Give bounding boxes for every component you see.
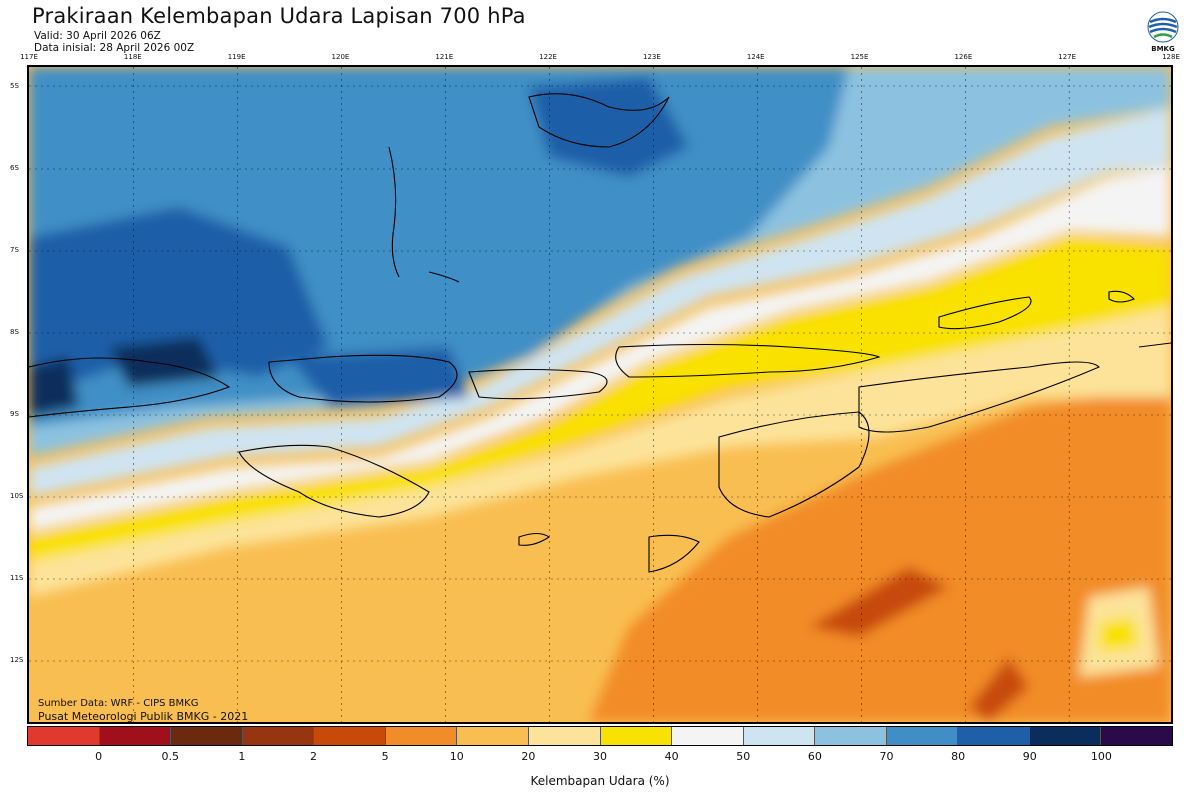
humidity-field-90-c bbox=[289, 347, 469, 407]
colorbar-tick: 5 bbox=[381, 750, 389, 763]
humidity-field-100 bbox=[109, 337, 219, 387]
lon-label-121E: 121E bbox=[435, 53, 454, 61]
colorbar-segment bbox=[743, 727, 816, 745]
colorbar-segment bbox=[385, 727, 458, 745]
lat-label-12S: 12S bbox=[10, 656, 24, 664]
lon-label-127E: 127E bbox=[1058, 53, 1077, 61]
colorbar-segment bbox=[1101, 727, 1172, 745]
lon-label-126E: 126E bbox=[954, 53, 973, 61]
colorbar-tick: 50 bbox=[736, 750, 751, 763]
humidity-field-90 bbox=[29, 207, 329, 397]
graticule bbox=[29, 67, 1171, 722]
colorbar-segment bbox=[314, 727, 386, 745]
lon-label-123E: 123E bbox=[643, 53, 661, 61]
colorbar-segment bbox=[1029, 727, 1102, 745]
initial-time: Data inisial: 28 April 2026 00Z bbox=[34, 42, 195, 54]
chart-title: Prakiraan Kelembapan Udara Lapisan 700 h… bbox=[32, 4, 526, 28]
colorbar-tick: 80 bbox=[951, 750, 966, 763]
humidity-field-50-60 bbox=[29, 167, 1171, 532]
colorbar-segment bbox=[600, 727, 673, 745]
humidity-field-5-10-b bbox=[969, 657, 1029, 722]
source-credit: Sumber Data: WRF - CIPS BMKG bbox=[38, 698, 199, 709]
lon-label-125E: 125E bbox=[850, 53, 869, 61]
humidity-field-40-50-east bbox=[1099, 617, 1139, 652]
lon-label-117E: 117E bbox=[20, 53, 38, 61]
colorbar-tick: 20 bbox=[521, 750, 536, 763]
lon-label-119E: 119E bbox=[227, 53, 246, 61]
colorbar-tick: 1 bbox=[238, 750, 246, 763]
lat-label-5S: 5S bbox=[10, 82, 19, 90]
colorbar-segment bbox=[528, 727, 601, 745]
colorbar-tick: 100 bbox=[1090, 750, 1112, 763]
colorbar-segment bbox=[815, 727, 887, 745]
lat-label-11S: 11S bbox=[10, 574, 24, 582]
humidity-field-10-20 bbox=[589, 387, 1171, 722]
colorbar-segment bbox=[28, 727, 100, 745]
humidity-field-90-b bbox=[529, 77, 689, 177]
lat-label-9S: 9S bbox=[10, 410, 19, 418]
logo-text: BMKG bbox=[1151, 45, 1175, 53]
colorbar-tick: 0 bbox=[95, 750, 103, 763]
valid-time: Valid: 30 April 2026 06Z bbox=[34, 30, 161, 42]
humidity-field-40-50 bbox=[29, 237, 1171, 562]
colorbar-tick: 30 bbox=[593, 750, 607, 763]
colorbar-segment bbox=[242, 727, 315, 745]
humidity-map bbox=[27, 65, 1173, 724]
lon-label-124E: 124E bbox=[746, 53, 765, 61]
lon-label-118E: 118E bbox=[123, 53, 142, 61]
colorbar-segment bbox=[99, 727, 172, 745]
colorbar-tick: 0.5 bbox=[161, 750, 180, 763]
lat-label-6S: 6S bbox=[10, 164, 19, 172]
colorbar-tick: 90 bbox=[1022, 750, 1037, 763]
bmkg-logo bbox=[1146, 10, 1180, 56]
colorbar-label: Kelembapan Udara (%) bbox=[530, 774, 670, 788]
lon-label-120E: 120E bbox=[331, 53, 350, 61]
colorbar bbox=[27, 726, 1173, 746]
humidity-field-5-10 bbox=[809, 567, 949, 637]
colorbar-tick: 70 bbox=[879, 750, 894, 763]
colorbar-segment bbox=[457, 727, 529, 745]
humidity-field-100-b bbox=[29, 357, 79, 417]
colorbar-segment bbox=[958, 727, 1030, 745]
humidity-field-60-70 bbox=[29, 107, 1171, 497]
colorbar-tick: 2 bbox=[310, 750, 317, 763]
lat-label-7S: 7S bbox=[10, 246, 19, 254]
colorbar-segment bbox=[171, 727, 243, 745]
lon-label-122E: 122E bbox=[539, 53, 557, 61]
lat-label-10S: 10S bbox=[10, 492, 24, 500]
coastlines bbox=[29, 93, 1171, 573]
org-credit: Pusat Meteorologi Publik BMKG - 2021 bbox=[38, 710, 249, 723]
colorbar-tick: 40 bbox=[664, 750, 679, 763]
humidity-field-30-40 bbox=[29, 307, 1171, 597]
lon-label-128E: 128E bbox=[1162, 53, 1180, 61]
colorbar-segment bbox=[886, 727, 959, 745]
colorbar-segment bbox=[672, 727, 744, 745]
lat-label-8S: 8S bbox=[10, 328, 19, 336]
colorbar-tick: 10 bbox=[449, 750, 464, 763]
colorbar-tick: 60 bbox=[807, 750, 822, 763]
